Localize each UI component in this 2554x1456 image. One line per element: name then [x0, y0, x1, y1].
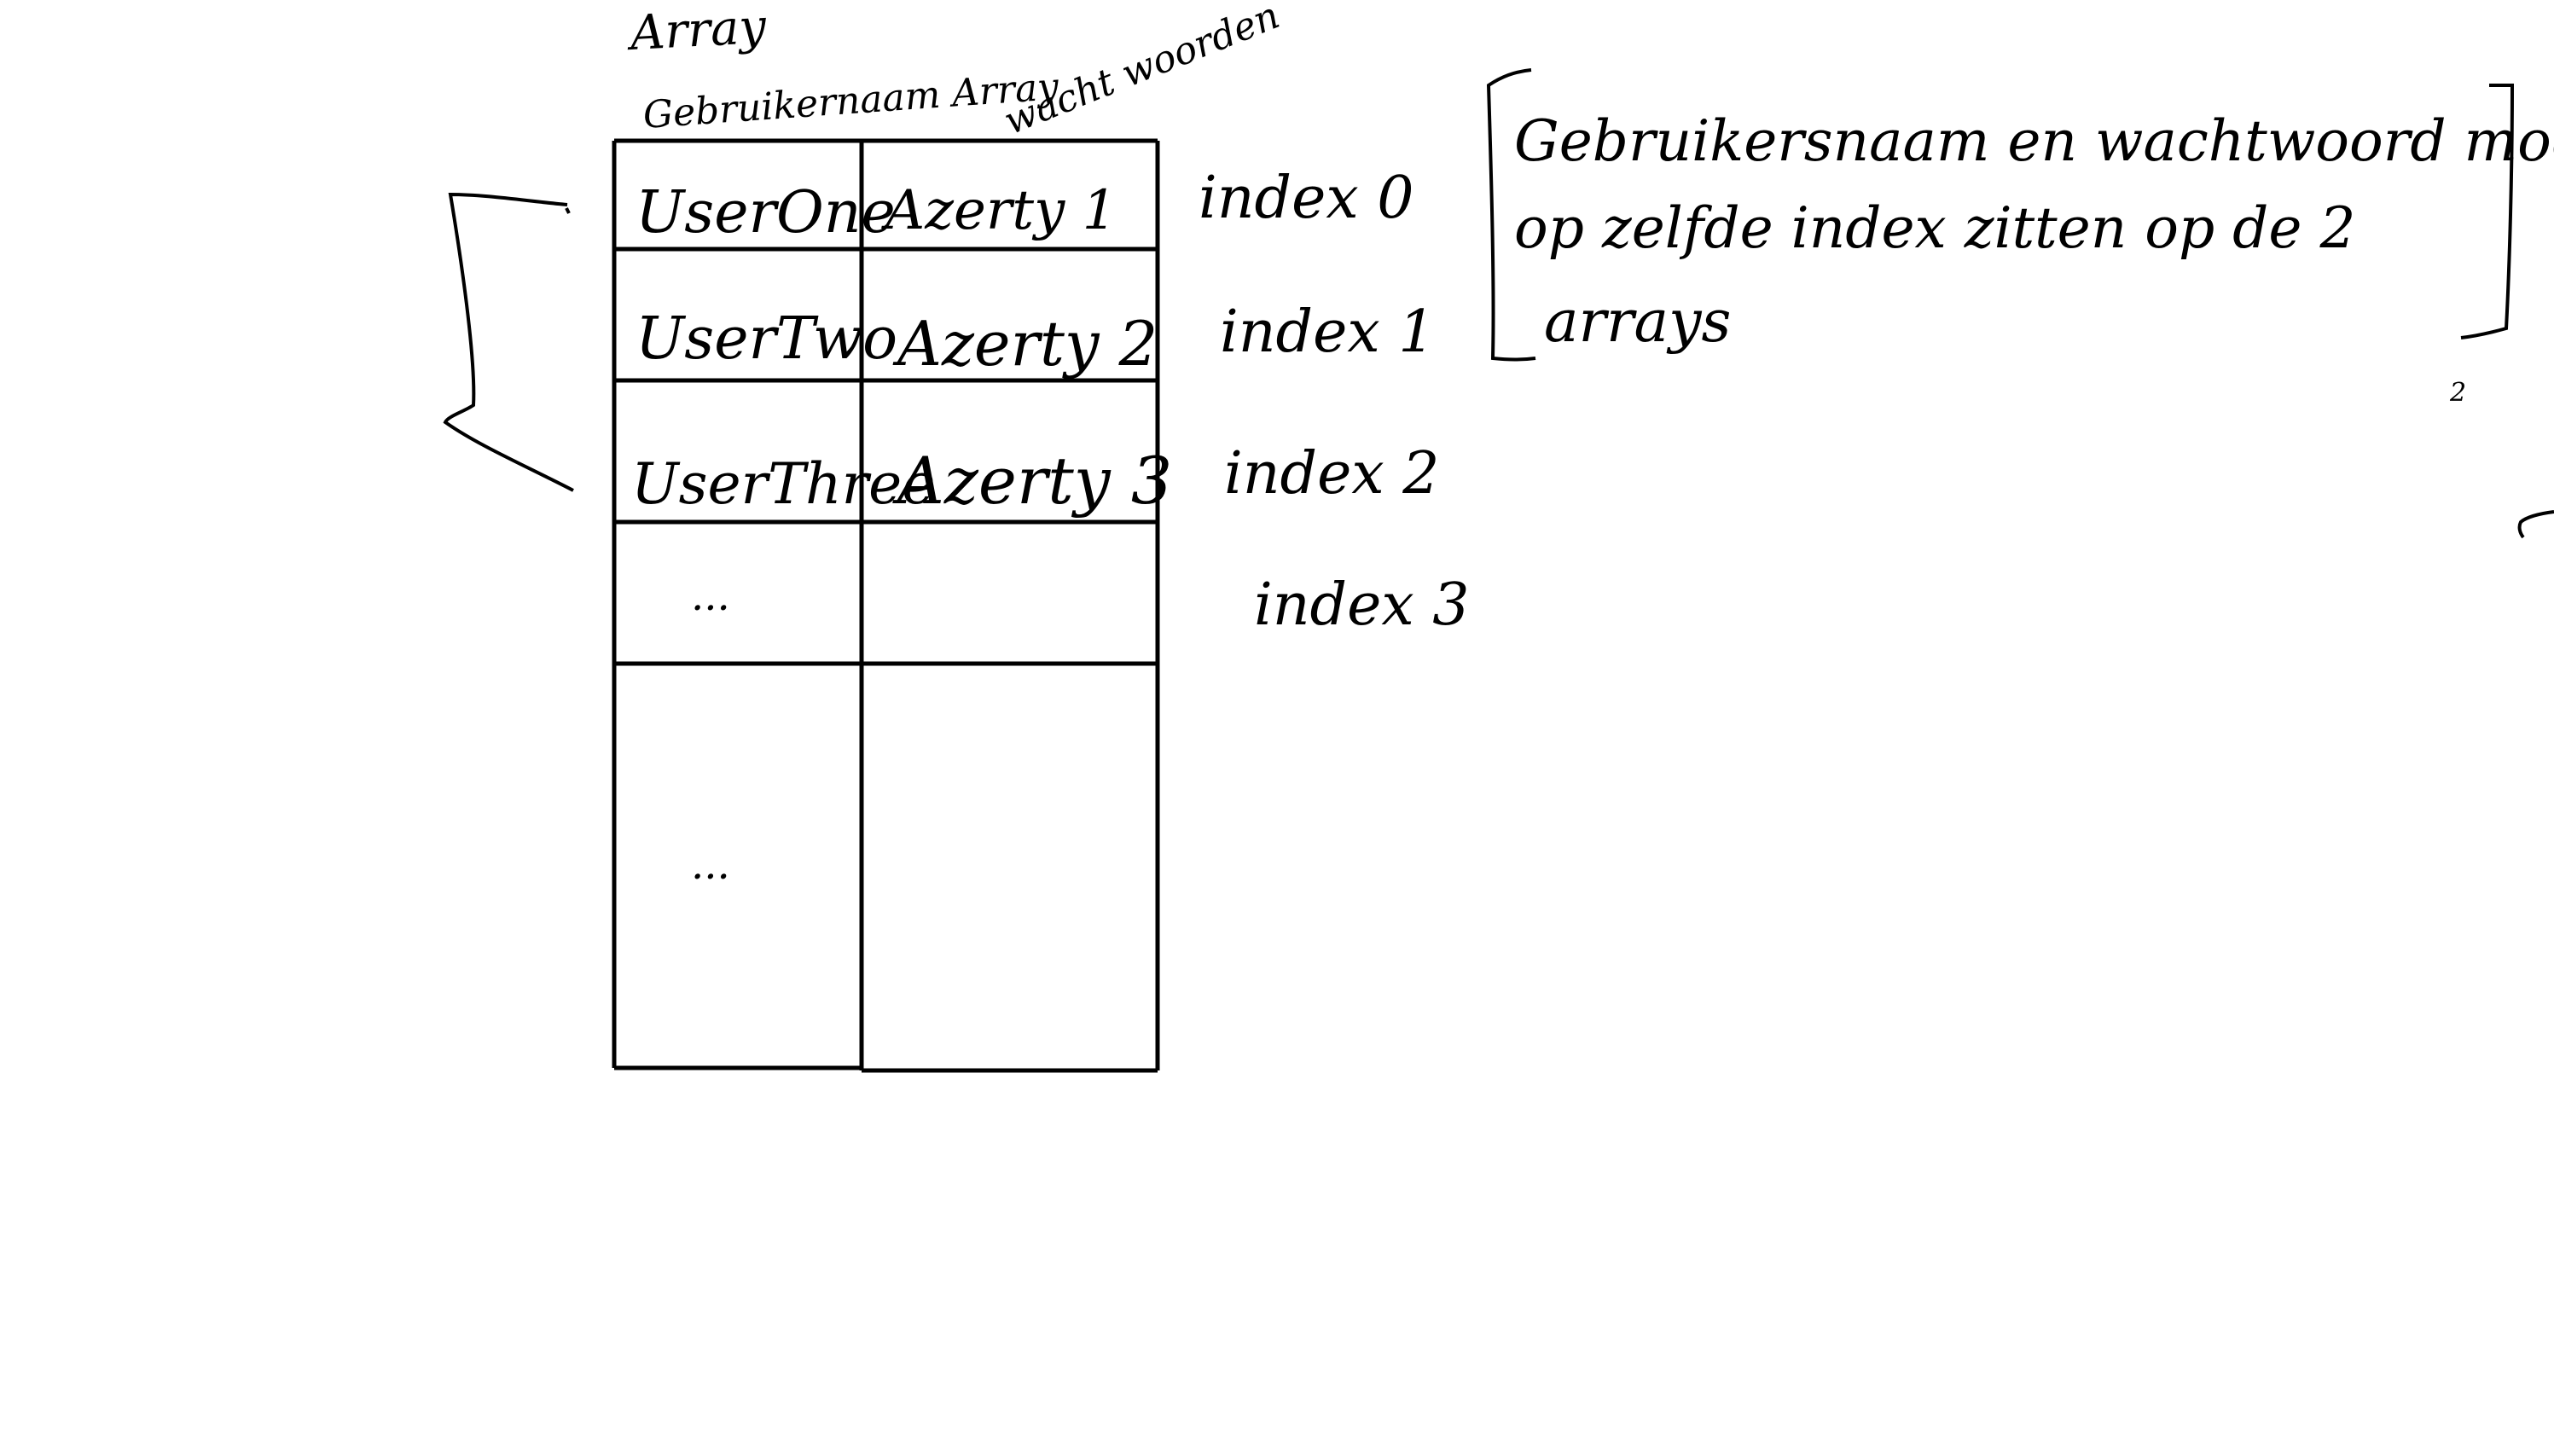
username-cell: ...: [691, 572, 730, 620]
array-title: Array: [624, 0, 769, 61]
left-bracket: [443, 192, 574, 492]
username-cell: UserOne: [636, 179, 896, 247]
password-cell: Azerty 2: [892, 308, 1158, 380]
note-bracket-right: [2460, 84, 2515, 339]
stray-arrow-mark: [2517, 510, 2554, 539]
index-label: index 0: [1199, 165, 1414, 232]
note-line: arrays: [1544, 288, 1731, 356]
bracket-tick: [565, 207, 571, 214]
note-line: op zelfde index zitten op de 2: [1514, 195, 2355, 261]
password-cell: Azerty 3: [892, 443, 1172, 519]
note-bracket-left: [1486, 68, 1536, 362]
username-column-header: Gebruikernaam Array: [641, 65, 1060, 137]
username-cell: ...: [691, 841, 730, 889]
stray-mark: 2: [2449, 378, 2466, 408]
password-cell: Azerty 1: [881, 179, 1117, 242]
username-cell: UserThree: [631, 451, 935, 517]
index-label: index 1: [1220, 299, 1436, 366]
index-label: index 2: [1224, 440, 1440, 508]
note-line: Gebruikersnaam en wachtwoord moeten: [1514, 108, 2554, 174]
array-table: [612, 138, 1160, 1073]
username-cell: UserTwo: [636, 305, 897, 373]
index-label: index 3: [1254, 571, 1470, 639]
